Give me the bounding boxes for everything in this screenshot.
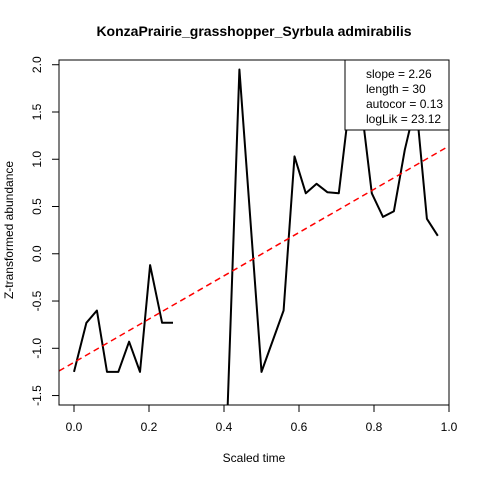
legend-entry: slope = 2.26 bbox=[366, 67, 432, 81]
y-tick-label: -1.5 bbox=[30, 385, 44, 406]
x-axis-label: Scaled time bbox=[223, 451, 286, 465]
x-tick-label: 0.2 bbox=[141, 420, 158, 434]
series-0 bbox=[73, 68, 439, 405]
x-tick-label: 0.4 bbox=[216, 420, 233, 434]
x-tick-label: 0.8 bbox=[366, 420, 383, 434]
y-tick-label: 2.0 bbox=[30, 56, 44, 73]
abundance-line-segment-0 bbox=[73, 264, 173, 373]
y-tick-label: 0.0 bbox=[30, 245, 44, 262]
abundance-line-segment-1 bbox=[226, 68, 439, 405]
y-tick-label: 1.5 bbox=[30, 103, 44, 120]
y-axis-label: Z-transformed abundance bbox=[2, 161, 16, 299]
x-tick-label: 1.0 bbox=[441, 420, 458, 434]
legend-box bbox=[344, 59, 450, 131]
y-tick-label: -1.0 bbox=[30, 338, 44, 359]
y-tick-label: -0.5 bbox=[30, 290, 44, 311]
chart-title: KonzaPrairie_grasshopper_Syrbula admirab… bbox=[96, 23, 411, 39]
legend-entry: length = 30 bbox=[366, 82, 426, 96]
plot-area bbox=[59, 68, 449, 405]
legend-entry: autocor = 0.13 bbox=[366, 97, 443, 111]
x-tick-label: 0.0 bbox=[66, 420, 83, 434]
y-tick-label: 0.5 bbox=[30, 198, 44, 215]
axes: 0.0 0.2 0.4 0.6 0.8 1.0 -1.5 -1.0 -0.5 0.0 0.5 1.0 1… bbox=[30, 56, 458, 434]
trend-line-segment-0 bbox=[59, 145, 449, 372]
series-1 bbox=[59, 145, 449, 372]
legend-entry: logLik = 23.12 bbox=[366, 112, 441, 126]
y-tick-label: 1.0 bbox=[30, 151, 44, 168]
x-tick-label: 0.6 bbox=[291, 420, 308, 434]
